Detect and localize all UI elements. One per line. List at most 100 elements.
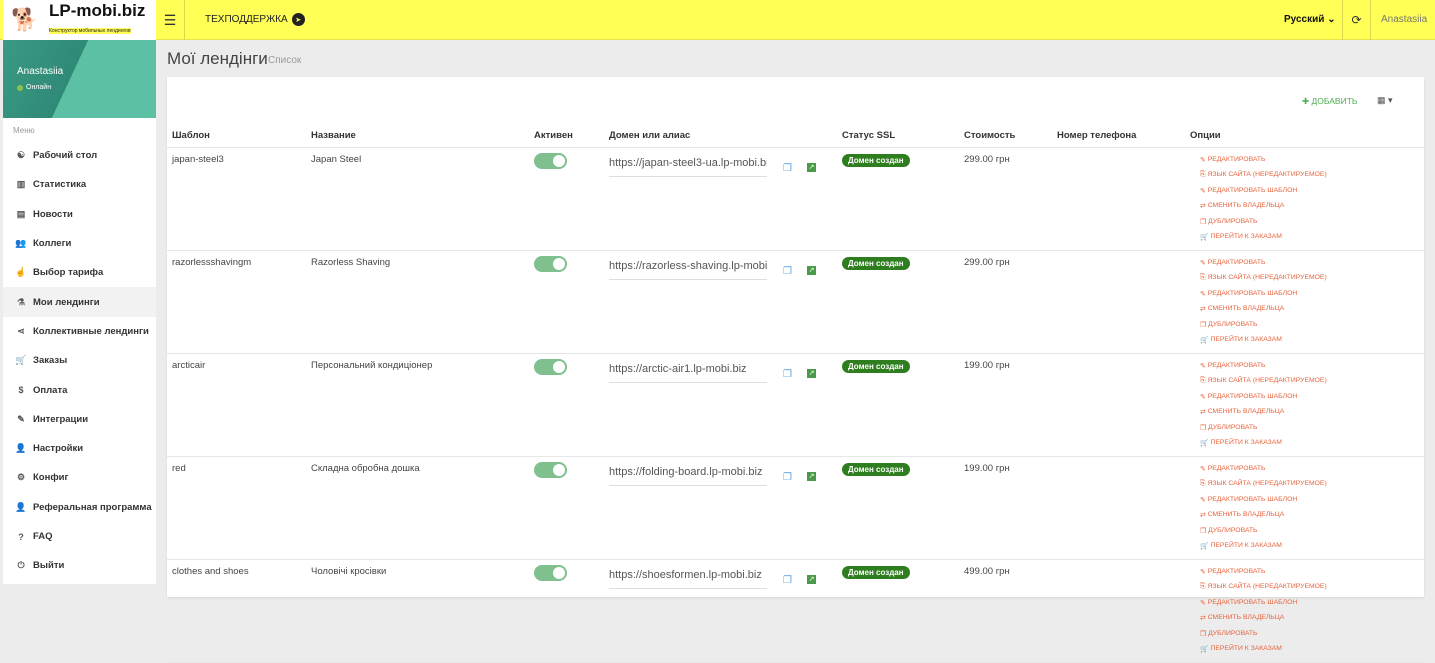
option-link[interactable]: ⎘ ЯЗЫК САЙТА (НЕРЕДАКТИРУЕМОЕ) [1200, 274, 1327, 289]
sidebar-item[interactable]: ⋖ Коллективные лендинги [3, 317, 156, 346]
domain-input[interactable]: https://arctic-air1.lp-mobi.biz [609, 363, 767, 383]
option-link[interactable]: ✎ РЕДАКТИРОВАТЬ ШАБЛОН [1200, 496, 1327, 511]
external-link-icon[interactable]: ↗ [807, 472, 816, 481]
option-link[interactable]: ❐ ДУБЛИРОВАТЬ [1200, 321, 1327, 336]
option-link[interactable]: ❐ ДУБЛИРОВАТЬ [1200, 218, 1327, 233]
column-header[interactable]: Стоимость [964, 130, 1016, 141]
support-link[interactable]: ТЕХПОДДЕРЖКА ➤ [205, 13, 305, 26]
option-link[interactable]: ⇄ СМЕНИТЬ ВЛАДЕЛЬЦА [1200, 305, 1327, 320]
option-link[interactable]: ✎ РЕДАКТИРОВАТЬ ШАБЛОН [1200, 187, 1327, 202]
option-link[interactable]: ✎ РЕДАКТИРОВАТЬ [1200, 156, 1327, 171]
refresh-icon[interactable]: ⟳ [1342, 0, 1371, 40]
option-icon: ⎘ [1200, 171, 1206, 179]
sidebar-item-icon: ? [18, 531, 24, 542]
option-link[interactable]: ❐ ДУБЛИРОВАТЬ [1200, 630, 1327, 645]
option-link[interactable]: ❐ ДУБЛИРОВАТЬ [1200, 527, 1327, 542]
sidebar-item[interactable]: 👤 Настройки [3, 434, 156, 463]
option-label: СМЕНИТЬ ВЛАДЕЛЬЦА [1207, 305, 1285, 313]
copy-icon[interactable]: ❐ [783, 266, 792, 277]
column-header[interactable]: Опции [1190, 130, 1221, 141]
menu-heading: Меню [13, 126, 35, 135]
user-menu[interactable]: Anastasiia [1381, 14, 1428, 25]
option-link[interactable]: ✎ РЕДАКТИРОВАТЬ [1200, 259, 1327, 274]
option-link[interactable]: 🛒 ПЕРЕЙТИ К ЗАКАЗАМ [1200, 233, 1327, 248]
active-toggle[interactable] [534, 565, 567, 581]
option-link[interactable]: ⇄ СМЕНИТЬ ВЛАДЕЛЬЦА [1200, 511, 1327, 526]
active-toggle[interactable] [534, 462, 567, 478]
sidebar-item[interactable]: ? FAQ [3, 522, 156, 551]
column-header[interactable]: Статус SSL [842, 130, 896, 141]
domain-input[interactable]: https://folding-board.lp-mobi.biz [609, 466, 767, 486]
option-label: ПЕРЕЙТИ К ЗАКАЗАМ [1210, 644, 1282, 652]
menu-toggle-icon[interactable]: ☰ [156, 0, 185, 40]
option-link[interactable]: ⎘ ЯЗЫК САЙТА (НЕРЕДАКТИРУЕМОЕ) [1200, 171, 1327, 186]
option-label: ДУБЛИРОВАТЬ [1208, 423, 1258, 431]
option-icon: ❐ [1200, 424, 1207, 432]
copy-icon[interactable]: ❐ [783, 472, 792, 483]
active-toggle[interactable] [534, 153, 567, 169]
sidebar-item[interactable]: ▥ Статистика [3, 170, 156, 199]
column-header[interactable]: Номер телефона [1057, 130, 1137, 141]
column-header[interactable]: Активен [534, 130, 573, 141]
option-link[interactable]: ✎ РЕДАКТИРОВАТЬ ШАБЛОН [1200, 393, 1327, 408]
external-link-icon[interactable]: ↗ [807, 575, 816, 584]
option-link[interactable]: 🛒 ПЕРЕЙТИ К ЗАКАЗАМ [1200, 645, 1327, 660]
sidebar-username: Anastasiia [17, 66, 64, 77]
sidebar-item[interactable]: $ Оплата [3, 375, 156, 404]
external-link-icon[interactable]: ↗ [807, 163, 816, 172]
copy-icon[interactable]: ❐ [783, 575, 792, 586]
option-label: СМЕНИТЬ ВЛАДЕЛЬЦА [1207, 511, 1285, 519]
option-link[interactable]: ⇄ СМЕНИТЬ ВЛАДЕЛЬЦА [1200, 202, 1327, 217]
option-link[interactable]: ✎ РЕДАКТИРОВАТЬ [1200, 362, 1327, 377]
external-link-icon[interactable]: ↗ [807, 369, 816, 378]
column-header[interactable]: Название [311, 130, 356, 141]
options-list: ✎ РЕДАКТИРОВАТЬ ⎘ ЯЗЫК САЙТА (НЕРЕДАКТИРУЕМ… [1200, 156, 1327, 248]
sidebar-item[interactable]: 🛒 Заказы [3, 346, 156, 375]
domain-input[interactable]: https://razorless-shaving.lp-mobi.biz [609, 260, 767, 280]
logo-text: LP-mobi.biz [49, 1, 146, 20]
option-link[interactable]: ⎘ ЯЗЫК САЙТА (НЕРЕДАКТИРУЕМОЕ) [1200, 480, 1327, 495]
sidebar-item[interactable]: ✎ Интеграции [3, 405, 156, 434]
column-header[interactable]: Шаблон [172, 130, 210, 141]
active-toggle[interactable] [534, 359, 567, 375]
copy-icon[interactable]: ❐ [783, 163, 792, 174]
sidebar-item-icon: 🛒 [15, 355, 27, 366]
sidebar-item[interactable]: 👥 Коллеги [3, 229, 156, 258]
sidebar-item[interactable]: ☯ Рабочий стол [3, 141, 156, 170]
option-link[interactable]: 🛒 ПЕРЕЙТИ К ЗАКАЗАМ [1200, 439, 1327, 454]
option-link[interactable]: ✎ РЕДАКТИРОВАТЬ ШАБЛОН [1200, 599, 1327, 614]
sidebar-item[interactable]: ⚙ Конфиг [3, 463, 156, 492]
option-link[interactable]: ✎ РЕДАКТИРОВАТЬ [1200, 568, 1327, 583]
domain-input[interactable]: https://japan-steel3-ua.lp-mobi.biz [609, 157, 767, 177]
active-toggle[interactable] [534, 256, 567, 272]
option-link[interactable]: ⎘ ЯЗЫК САЙТА (НЕРЕДАКТИРУЕМОЕ) [1200, 377, 1327, 392]
option-link[interactable]: 🛒 ПЕРЕЙТИ К ЗАКАЗАМ [1200, 542, 1327, 557]
sidebar-item[interactable]: ⚗ Мои лендинги [3, 287, 156, 317]
option-link[interactable]: ✎ РЕДАКТИРОВАТЬ [1200, 465, 1327, 480]
copy-icon[interactable]: ❐ [783, 369, 792, 380]
name-cell: Japan Steel [311, 154, 362, 165]
domain-input[interactable]: https://shoesformen.lp-mobi.biz [609, 569, 767, 589]
option-link[interactable]: ✎ РЕДАКТИРОВАТЬ ШАБЛОН [1200, 290, 1327, 305]
logo[interactable]: 🐕 LP-mobi.biz Конструктор мобильных ленди… [3, 0, 156, 40]
option-label: РЕДАКТИРОВАТЬ [1207, 259, 1266, 266]
option-icon: ❐ [1200, 527, 1207, 535]
sidebar-item-label: Коллеги [33, 238, 72, 250]
option-link[interactable]: ❐ ДУБЛИРОВАТЬ [1200, 424, 1327, 439]
sidebar-item[interactable]: ☝ Выбор тарифа [3, 258, 156, 287]
sidebar-item[interactable]: ⏻ Выйти [3, 551, 156, 580]
language-select[interactable]: Русский ⌄ [1284, 14, 1336, 25]
external-link-icon[interactable]: ↗ [807, 266, 816, 275]
option-link[interactable]: 🛒 ПЕРЕЙТИ К ЗАКАЗАМ [1200, 336, 1327, 351]
option-link[interactable]: ⎘ ЯЗЫК САЙТА (НЕРЕДАКТИРУЕМОЕ) [1200, 583, 1327, 598]
sidebar-item[interactable]: ▤ Новости [3, 200, 156, 229]
add-button[interactable]: ✚ ДОБАВИТЬ [1302, 96, 1357, 107]
option-icon: ✎ [1200, 496, 1206, 504]
ssl-status-badge: Домен создан [842, 360, 910, 373]
column-header[interactable]: Домен или алиас [609, 130, 691, 141]
option-link[interactable]: ⇄ СМЕНИТЬ ВЛАДЕЛЬЦА [1200, 614, 1327, 629]
columns-toggle-button[interactable]: ▦ ▾ [1377, 95, 1393, 105]
option-link[interactable]: ⇄ СМЕНИТЬ ВЛАДЕЛЬЦА [1200, 408, 1327, 423]
sidebar-item[interactable]: 👤 Реферальная программа [3, 493, 156, 522]
sidebar-item-icon: ⏻ [17, 560, 25, 571]
